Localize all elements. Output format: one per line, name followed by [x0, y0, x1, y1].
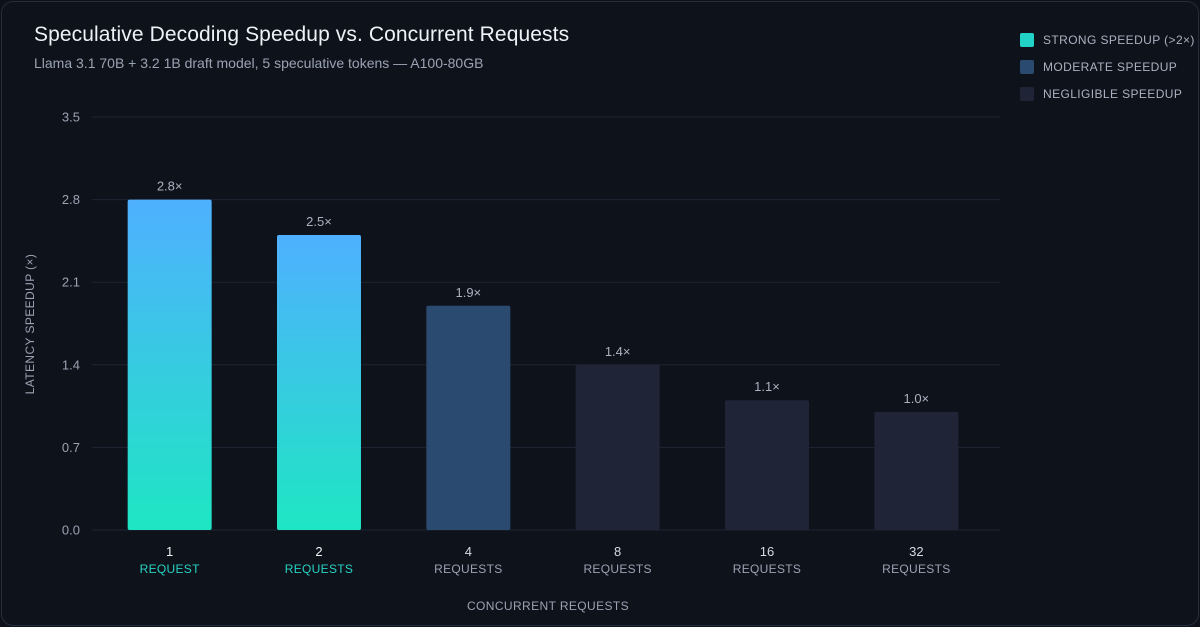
legend-item-negligible: NEGLIGIBLE SPEEDUP [1020, 86, 1195, 102]
bar-2 [277, 235, 361, 530]
bar-1 [127, 199, 212, 530]
grid [92, 116, 1000, 531]
data-label: 2.8× [157, 179, 183, 194]
bar-16 [725, 400, 809, 530]
y-axis-title: LATENCY SPEEDUP (×) [23, 254, 37, 395]
y-tick-label: 1.4 [62, 357, 80, 372]
y-tick-label: 2.8 [62, 192, 80, 207]
legend-swatch-strong [1020, 33, 1034, 47]
y-tick-label: 2.1 [62, 275, 80, 290]
x-tick-label: 2 [315, 544, 322, 559]
x-tick-unit: REQUESTS [285, 562, 353, 576]
y-tick-label: 0.7 [62, 440, 80, 455]
bar-32 [874, 412, 959, 530]
y-tick-label: 3.5 [62, 110, 80, 125]
legend-label-negligible: NEGLIGIBLE SPEEDUP [1043, 87, 1183, 101]
data-label: 2.5× [306, 214, 332, 229]
data-label: 1.0× [903, 391, 929, 406]
chart-subtitle: Llama 3.1 70B + 3.2 1B draft model, 5 sp… [34, 55, 484, 71]
x-tick-unit: REQUESTS [583, 562, 651, 576]
x-tick-unit: REQUEST [140, 562, 200, 576]
x-tick-label: 32 [909, 544, 923, 559]
x-tick-unit: REQUESTS [882, 562, 950, 576]
legend-label-moderate: MODERATE SPEEDUP [1043, 60, 1178, 74]
x-tick-label: 16 [760, 544, 774, 559]
y-tick-label: 0.0 [62, 523, 80, 538]
bar-4 [426, 305, 511, 530]
bar-8 [575, 364, 660, 530]
legend: STRONG SPEEDUP (>2×) MODERATE SPEEDUP NE… [1020, 32, 1195, 113]
legend-item-moderate: MODERATE SPEEDUP [1020, 59, 1195, 75]
legend-swatch-negligible [1020, 87, 1034, 101]
bars [127, 199, 959, 530]
x-tick-unit: REQUESTS [733, 562, 801, 576]
x-tick-label: 8 [614, 544, 621, 559]
legend-item-strong: STRONG SPEEDUP (>2×) [1020, 32, 1195, 48]
x-tick-unit: REQUESTS [434, 562, 502, 576]
x-axis-title: CONCURRENT REQUESTS [467, 599, 629, 613]
data-label: 1.1× [754, 379, 780, 394]
chart-title: Speculative Decoding Speedup vs. Concurr… [34, 23, 570, 46]
labels: 0.0 0.7 1.4 2.1 2.8 3.5 2.8× 1 REQUEST 2.5× 2 REQUE… [62, 110, 950, 577]
x-tick-label: 4 [465, 544, 472, 559]
legend-swatch-moderate [1020, 60, 1034, 74]
data-label: 1.4× [605, 344, 631, 359]
x-tick-label: 1 [166, 544, 173, 559]
data-label: 1.9× [455, 285, 481, 300]
legend-label-strong: STRONG SPEEDUP (>2×) [1043, 33, 1195, 47]
